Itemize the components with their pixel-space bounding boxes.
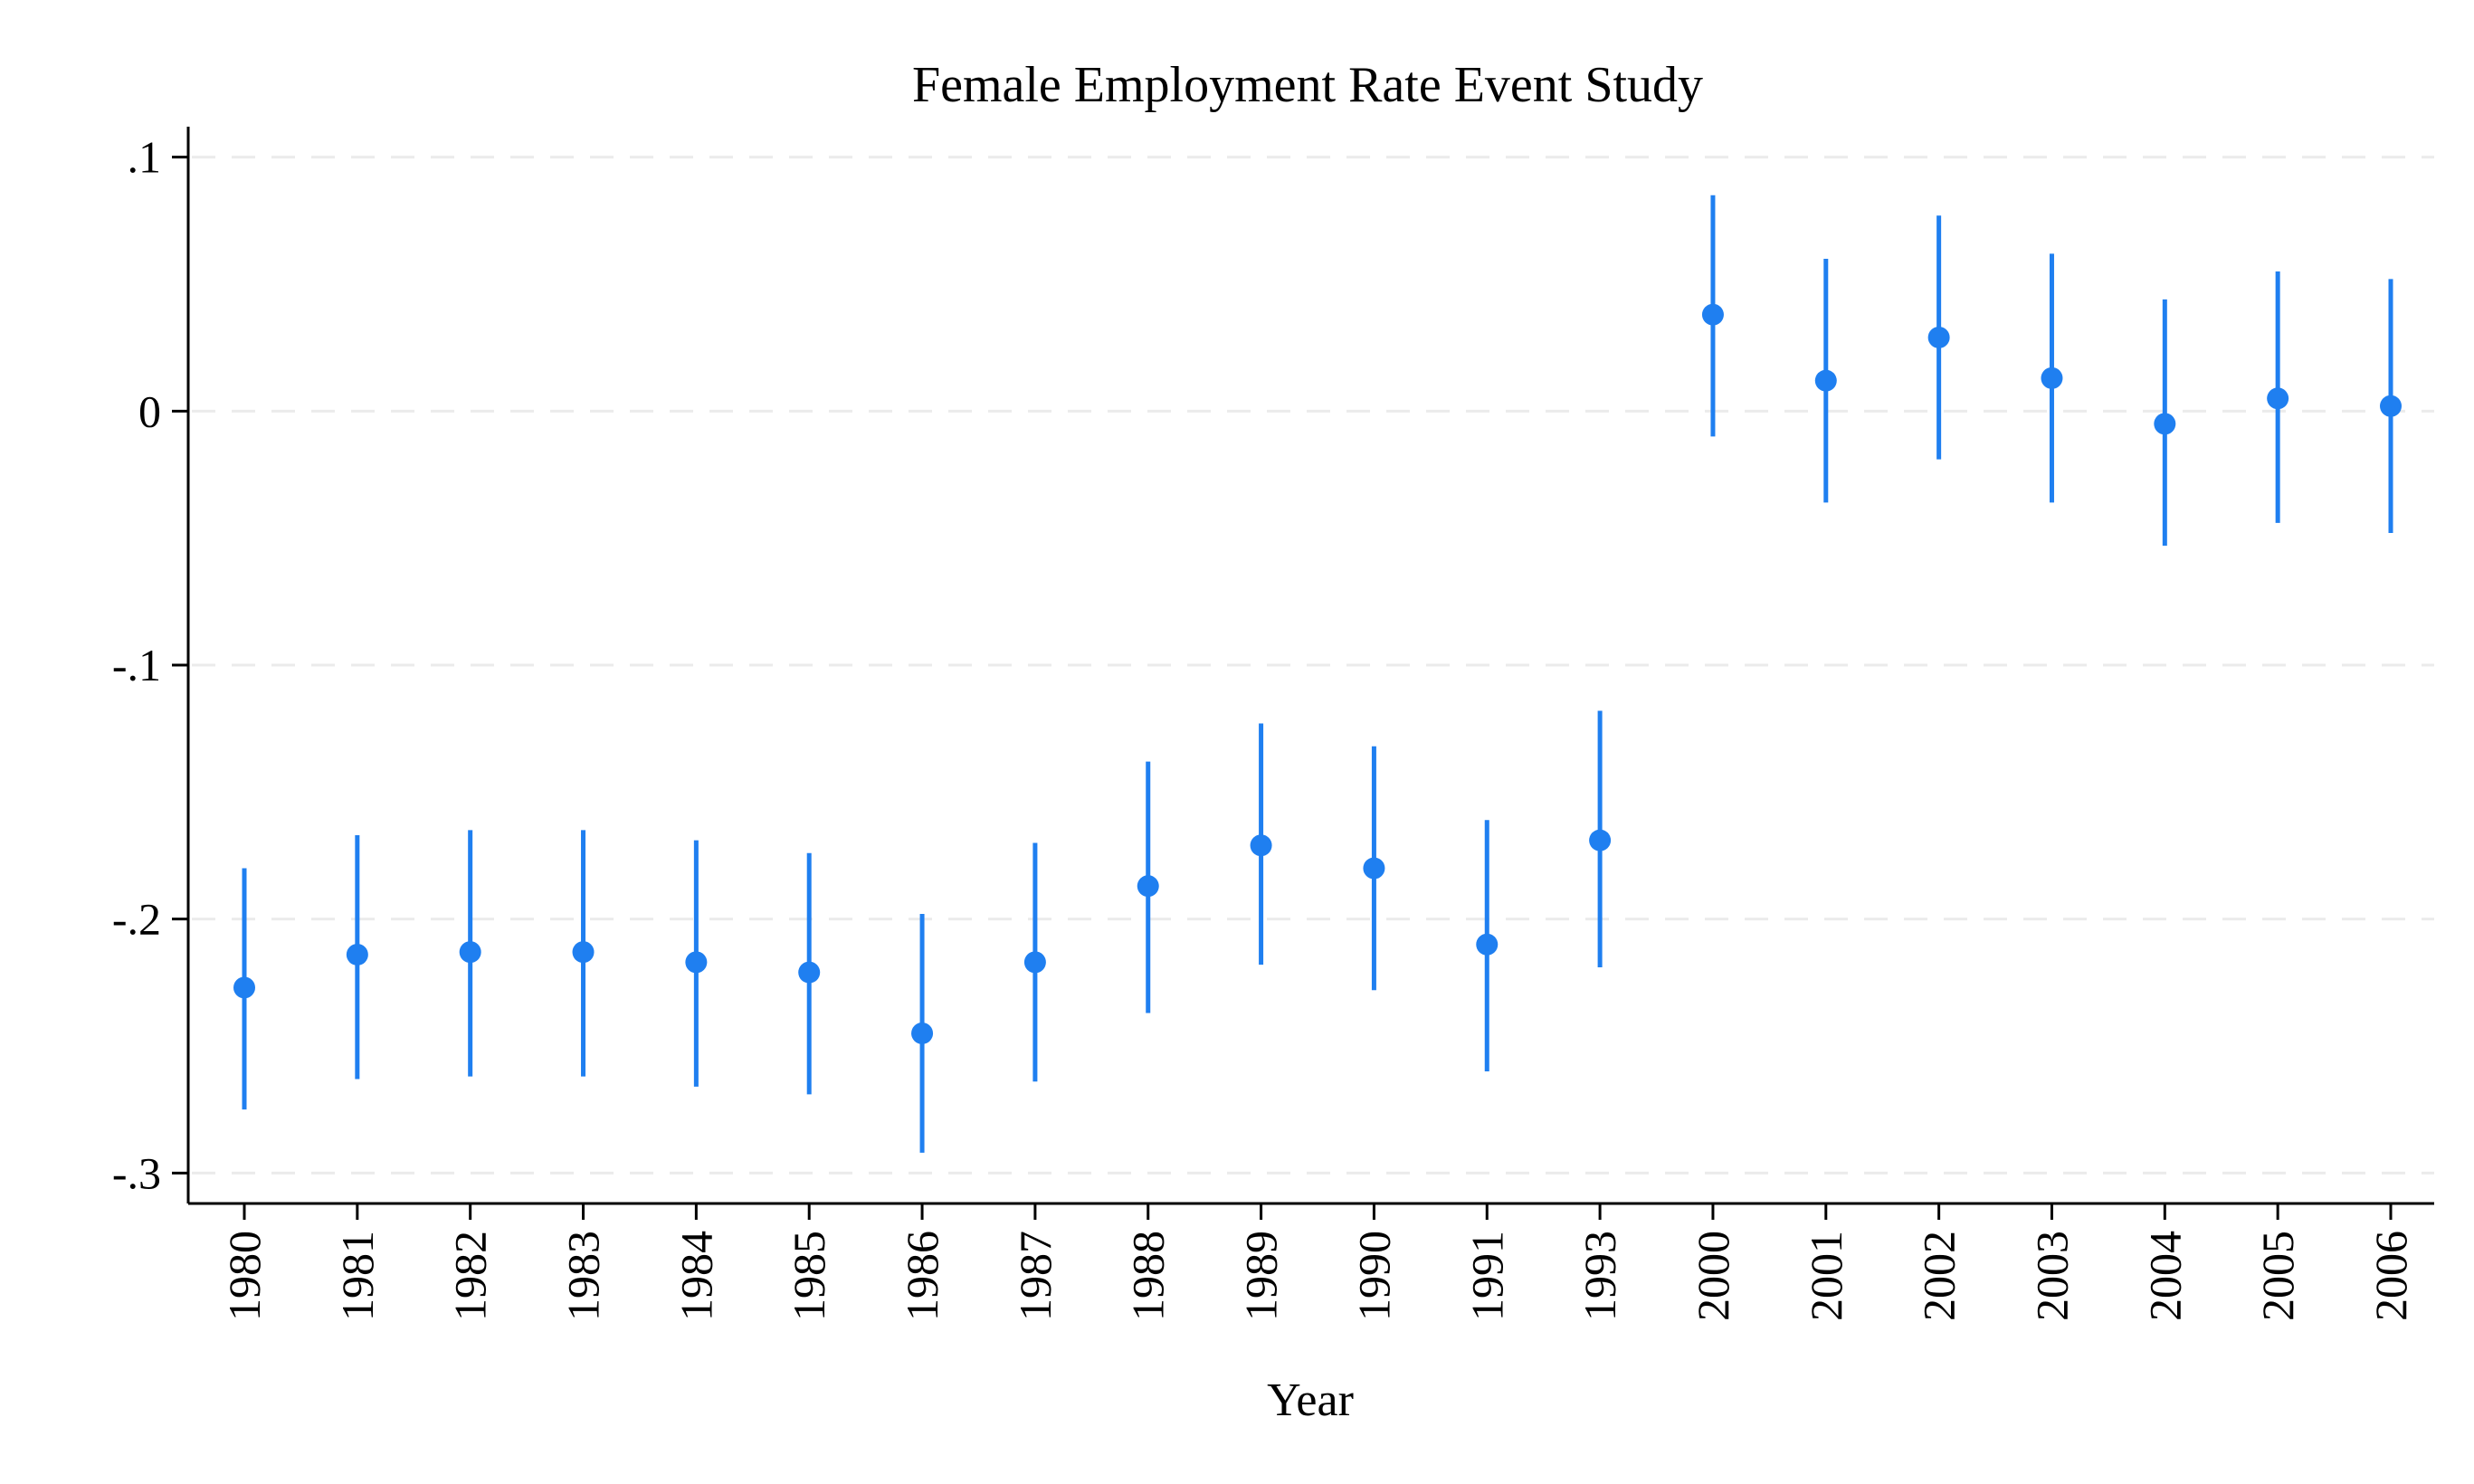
x-tick-label: 1991 [1461, 1231, 1512, 1321]
x-tick-label: 1985 [784, 1231, 834, 1321]
y-tick-label: .1 [128, 132, 162, 183]
point-estimate [233, 976, 255, 999]
point-estimate [1476, 933, 1499, 956]
x-tick-label: 1980 [219, 1231, 270, 1321]
x-tick-label: 1990 [1348, 1231, 1399, 1321]
x-tick-label: 1988 [1123, 1231, 1174, 1321]
x-tick-label: 1982 [445, 1231, 496, 1321]
y-tick-label: -.1 [112, 640, 161, 690]
x-tick-label: 2001 [1801, 1231, 1851, 1321]
y-axis-ticks: .1 0 -.1 -.2 -.3 [112, 132, 188, 1198]
point-estimate [1023, 951, 1046, 974]
chart-title: Female Employment Rate Event Study [912, 57, 1703, 113]
point-estimate [1701, 303, 1724, 326]
x-tick-label: 2004 [2139, 1231, 2190, 1321]
x-tick-label: 2005 [2252, 1231, 2303, 1321]
x-tick-label: 2003 [2026, 1231, 2077, 1321]
point-estimate [2380, 395, 2402, 417]
y-tick-label: -.2 [112, 894, 161, 945]
x-tick-label: 2002 [1914, 1231, 1965, 1321]
x-tick-label: 1984 [671, 1231, 721, 1321]
y-tick-label: 0 [138, 385, 161, 436]
point-estimate [1137, 875, 1159, 898]
x-tick-label: 1986 [897, 1231, 947, 1321]
x-tick-label: 1983 [558, 1231, 609, 1321]
point-estimate [572, 941, 595, 964]
point-estimate [685, 951, 708, 974]
x-tick-label: 2000 [1688, 1231, 1738, 1321]
point-estimate [1363, 857, 1385, 880]
data-marks [233, 195, 2402, 1153]
x-tick-label: 1987 [1010, 1231, 1061, 1321]
x-tick-label: 1989 [1236, 1231, 1287, 1321]
point-estimate [1250, 834, 1272, 857]
x-tick-label: 1993 [1575, 1231, 1625, 1321]
x-tick-label: 1981 [332, 1231, 383, 1321]
point-estimate [2154, 413, 2176, 435]
x-tick-label: 2006 [2365, 1231, 2416, 1321]
gridlines [192, 156, 2434, 1175]
x-axis-ticks: 1980 1981 1982 1983 1984 1985 1986 1987 1988 1989… [219, 1203, 2416, 1321]
point-estimate [1589, 829, 1612, 851]
point-estimate [2267, 387, 2289, 410]
point-estimate [798, 961, 821, 984]
y-tick-label: -.3 [112, 1147, 161, 1198]
point-estimate [1927, 326, 1950, 348]
point-estimate [911, 1022, 934, 1044]
point-estimate [2041, 366, 2063, 389]
point-estimate [459, 941, 481, 964]
x-axis-label: Year [1267, 1375, 1354, 1426]
point-estimate [346, 943, 368, 966]
point-estimate [1814, 369, 1837, 392]
